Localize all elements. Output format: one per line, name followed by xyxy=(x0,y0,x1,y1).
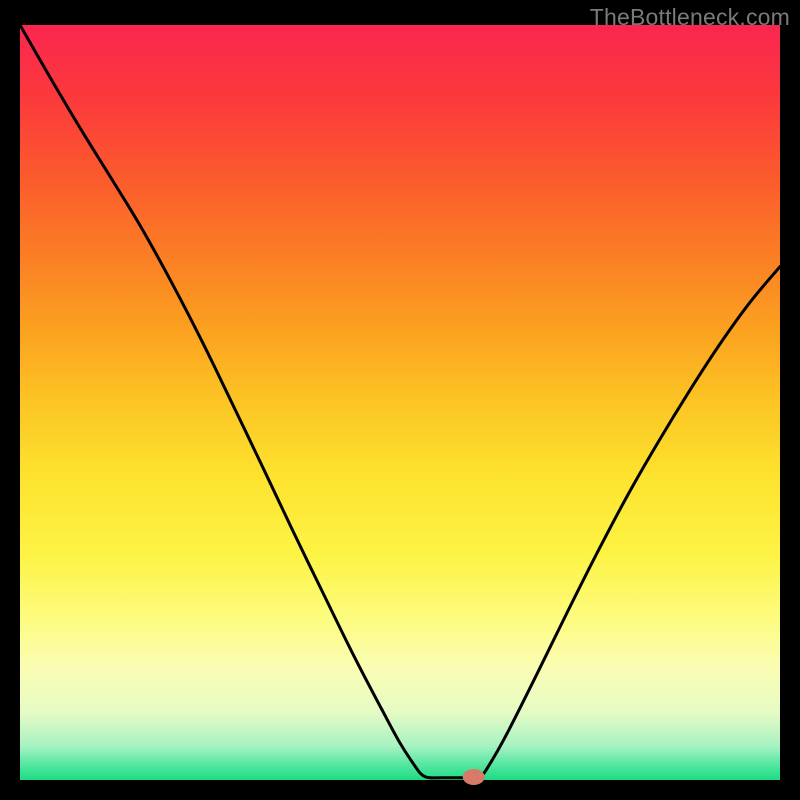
bottleneck-chart xyxy=(0,0,800,800)
plot-background xyxy=(20,25,780,780)
target-marker xyxy=(463,769,485,785)
chart-container: TheBottleneck.com xyxy=(0,0,800,800)
watermark-label: TheBottleneck.com xyxy=(590,4,790,31)
